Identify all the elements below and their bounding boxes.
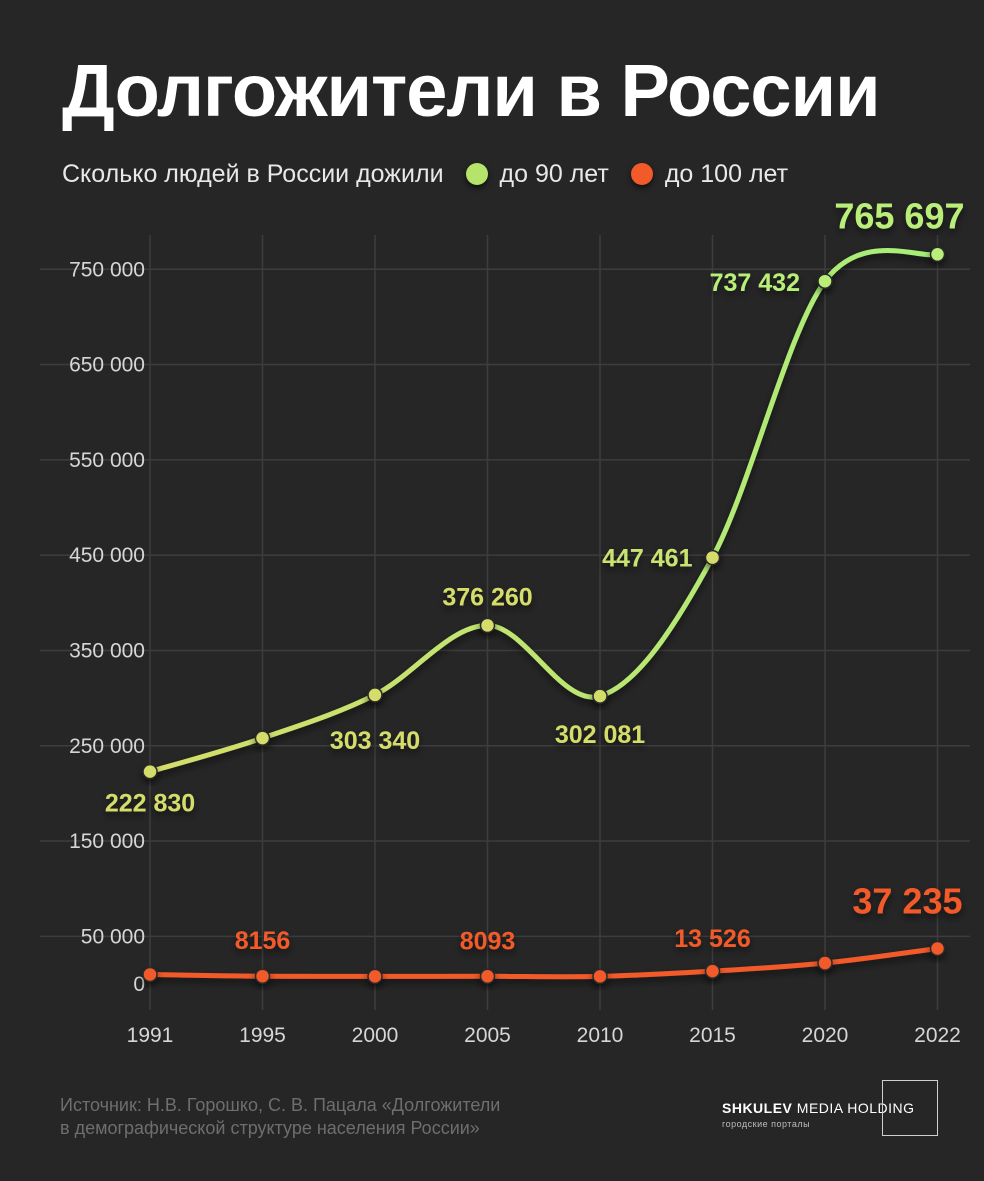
x-tick-label: 1995 <box>239 1024 286 1047</box>
series-point-1-2020 <box>817 955 833 971</box>
data-label-0-2022: 765 697 <box>834 195 964 236</box>
logo-subtitle: городские порталы <box>722 1119 811 1129</box>
data-label-0-2000: 303 340 <box>330 727 420 755</box>
series-point-1-2000 <box>367 968 383 985</box>
x-tick-label: 2010 <box>577 1024 624 1047</box>
logo: SHKULEV MEDIA HOLDING городские порталы <box>722 1080 938 1136</box>
source-note: Источник: Н.В. Горошко, С. В. Пацала «До… <box>60 1094 500 1140</box>
y-tick-label: 50 000 <box>81 925 145 948</box>
series-line-1 <box>147 946 940 980</box>
y-tick-label: 0 <box>133 973 145 996</box>
series-point-1-2015 <box>704 963 721 979</box>
series-point-0-2022 <box>929 246 946 263</box>
x-tick-label: 1991 <box>127 1024 174 1047</box>
data-label-1-2005: 8093 <box>460 927 516 955</box>
series-point-0-2000 <box>367 687 383 703</box>
logo-square-icon <box>882 1080 938 1136</box>
y-tick-label: 250 000 <box>69 735 145 758</box>
series-point-1-2005 <box>479 968 496 985</box>
legend-label-100: до 100 лет <box>664 159 789 188</box>
legend: Сколько людей в России дожили до 90 лет … <box>62 156 788 192</box>
y-tick-label: 750 000 <box>69 258 145 281</box>
legend-dot-90 <box>465 163 488 185</box>
x-tick-label: 2020 <box>802 1024 849 1047</box>
logo-name: SHKULEV MEDIA HOLDING <box>722 1100 915 1116</box>
source-line-2: в демографической структуре населения Ро… <box>60 1118 480 1138</box>
y-tick-label: 550 000 <box>69 449 145 472</box>
series-point-0-2005 <box>479 617 496 634</box>
series-point-0-1995 <box>254 730 271 746</box>
legend-label-90: до 90 лет <box>499 159 609 188</box>
series-point-0-2020 <box>817 273 833 289</box>
y-tick-label: 450 000 <box>69 544 145 567</box>
y-tick-label: 350 000 <box>69 639 145 662</box>
data-label-0-2005: 376 260 <box>442 583 532 611</box>
series-layer <box>142 246 946 985</box>
data-labels: 222 830 303 340 376 260 302 081 447 461 737 4… <box>105 195 965 955</box>
series-point-0-2015 <box>704 549 721 566</box>
data-label-1-2015: 13 526 <box>674 925 750 953</box>
logo-name-rest: MEDIA HOLDING <box>796 1100 915 1116</box>
y-tick-label: 650 000 <box>69 354 145 377</box>
legend-intro: Сколько людей в России дожили <box>62 159 444 188</box>
x-axis: 1991 1995 2000 2005 2010 2015 2020 2022 <box>127 1024 961 1047</box>
series-point-1-2022 <box>929 940 946 957</box>
series-point-0-1991 <box>142 763 158 780</box>
series-point-0-2010 <box>592 688 608 704</box>
data-label-0-2020: 737 432 <box>710 269 800 297</box>
data-label-1-1995: 8156 <box>235 927 291 955</box>
data-label-0-2015: 447 461 <box>602 545 692 573</box>
x-tick-label: 2022 <box>914 1024 961 1047</box>
series-point-1-1995 <box>254 968 271 984</box>
y-tick-label: 150 000 <box>69 830 145 853</box>
legend-dot-100 <box>630 163 653 185</box>
series-point-1-2010 <box>592 968 608 985</box>
data-label-0-1991: 222 830 <box>105 790 195 818</box>
x-tick-label: 2015 <box>689 1024 736 1047</box>
series-line-0 <box>147 248 940 775</box>
series-point-1-1991 <box>142 966 158 983</box>
page-title: Долгожители в России <box>62 49 881 132</box>
x-tick-label: 2005 <box>464 1024 511 1047</box>
chart-grid <box>40 235 970 1010</box>
data-label-1-2022: 37 235 <box>852 881 962 922</box>
logo-name-bold: SHKULEV <box>722 1100 793 1116</box>
data-label-0-2010: 302 081 <box>555 721 645 749</box>
y-axis: 0 50 000 150 000 250 000 350 000 450 000 550 0… <box>69 258 145 996</box>
x-tick-label: 2000 <box>352 1024 399 1047</box>
source-line-1: Источник: Н.В. Горошко, С. В. Пацала «До… <box>60 1095 501 1115</box>
